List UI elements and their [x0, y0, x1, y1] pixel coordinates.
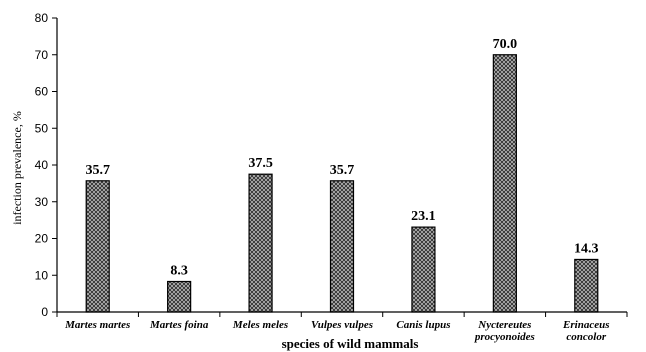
x-tick-label: Martes martes — [64, 319, 130, 331]
bar — [411, 226, 436, 313]
y-tick-label: 40 — [35, 158, 49, 172]
y-tick-label: 10 — [35, 268, 49, 282]
data-label: 8.3 — [170, 263, 188, 278]
bars: 35.7 8.3 37.5 35.7 23.1 70.0 14.3 — [85, 37, 599, 313]
bar — [329, 180, 355, 313]
data-label: 35.7 — [85, 163, 110, 178]
data-label: 23.1 — [411, 209, 436, 224]
x-tick-label: Martes foina — [149, 319, 209, 331]
data-label: 37.5 — [248, 156, 273, 171]
x-axis: Martes martes Martes foina Meles meles Vulp… — [56, 311, 628, 343]
y-tick-label: 60 — [35, 85, 49, 99]
y-tick-label: 70 — [35, 48, 49, 62]
y-tick-label: 80 — [35, 11, 49, 25]
bar — [574, 258, 599, 313]
y-tick-label: 30 — [35, 195, 49, 209]
y-axis-label: infection prevalence, % — [10, 111, 24, 225]
x-tick-label: Canis lupus — [396, 319, 450, 331]
y-tick-label: 20 — [35, 232, 49, 246]
x-tick-label: Nyctereutes procyonoides — [474, 319, 535, 343]
y-tick-label: 50 — [35, 121, 49, 135]
x-axis-label: species of wild mammals — [282, 336, 419, 351]
bar — [248, 173, 273, 313]
data-label: 14.3 — [574, 241, 599, 256]
bar — [167, 280, 192, 313]
x-tick-label: Meles meles — [232, 319, 288, 331]
y-axis: 0 10 20 30 40 50 60 70 80 — [35, 11, 58, 319]
bar — [492, 54, 517, 313]
x-tick-label: Erinaceus concolor — [562, 319, 609, 343]
bar — [85, 180, 110, 313]
data-label: 70.0 — [493, 37, 518, 52]
y-tick-label: 0 — [41, 305, 48, 319]
x-tick-label: Vulpes vulpes — [311, 319, 373, 331]
data-label: 35.7 — [330, 163, 355, 178]
